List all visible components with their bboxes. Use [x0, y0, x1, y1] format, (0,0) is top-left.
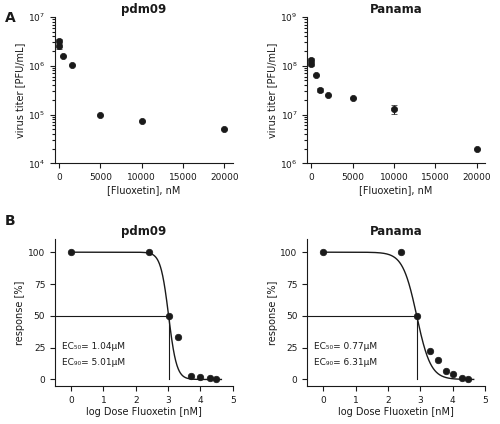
Text: EC₉₀= 6.31μM: EC₉₀= 6.31μM — [314, 358, 378, 367]
X-axis label: [Fluoxetin], nM: [Fluoxetin], nM — [360, 185, 433, 195]
Point — [186, 372, 194, 379]
Point — [320, 249, 328, 256]
Y-axis label: virus titer [PFU/mL]: virus titer [PFU/mL] — [268, 42, 278, 138]
Title: Panama: Panama — [370, 225, 422, 238]
X-axis label: [Fluoxetin], nM: [Fluoxetin], nM — [107, 185, 180, 195]
Text: EC₉₀= 5.01μM: EC₉₀= 5.01μM — [62, 358, 125, 367]
X-axis label: log Dose Fluoxetin [nM]: log Dose Fluoxetin [nM] — [86, 407, 202, 417]
Text: EC₅₀= 0.77μM: EC₅₀= 0.77μM — [314, 342, 378, 351]
Point — [426, 348, 434, 355]
Point — [442, 367, 450, 374]
Point — [174, 334, 182, 341]
Point — [144, 249, 152, 256]
Point — [458, 375, 466, 382]
Point — [412, 312, 420, 319]
Point — [196, 374, 204, 380]
Point — [397, 249, 405, 256]
Text: B: B — [5, 214, 15, 228]
Point — [448, 371, 456, 378]
Point — [212, 376, 220, 383]
Y-axis label: response [%]: response [%] — [268, 280, 278, 345]
Point — [434, 357, 442, 364]
Text: EC₅₀= 1.04μM: EC₅₀= 1.04μM — [62, 342, 125, 351]
Y-axis label: response [%]: response [%] — [15, 280, 25, 345]
Text: A: A — [5, 11, 16, 25]
X-axis label: log Dose Fluoxetin [nM]: log Dose Fluoxetin [nM] — [338, 407, 454, 417]
Point — [206, 375, 214, 382]
Title: Panama: Panama — [370, 3, 422, 16]
Title: pdm09: pdm09 — [121, 225, 166, 238]
Y-axis label: virus titer [PFU/mL]: virus titer [PFU/mL] — [15, 42, 25, 138]
Point — [464, 376, 472, 383]
Point — [67, 249, 75, 256]
Title: pdm09: pdm09 — [121, 3, 166, 16]
Point — [164, 312, 172, 319]
